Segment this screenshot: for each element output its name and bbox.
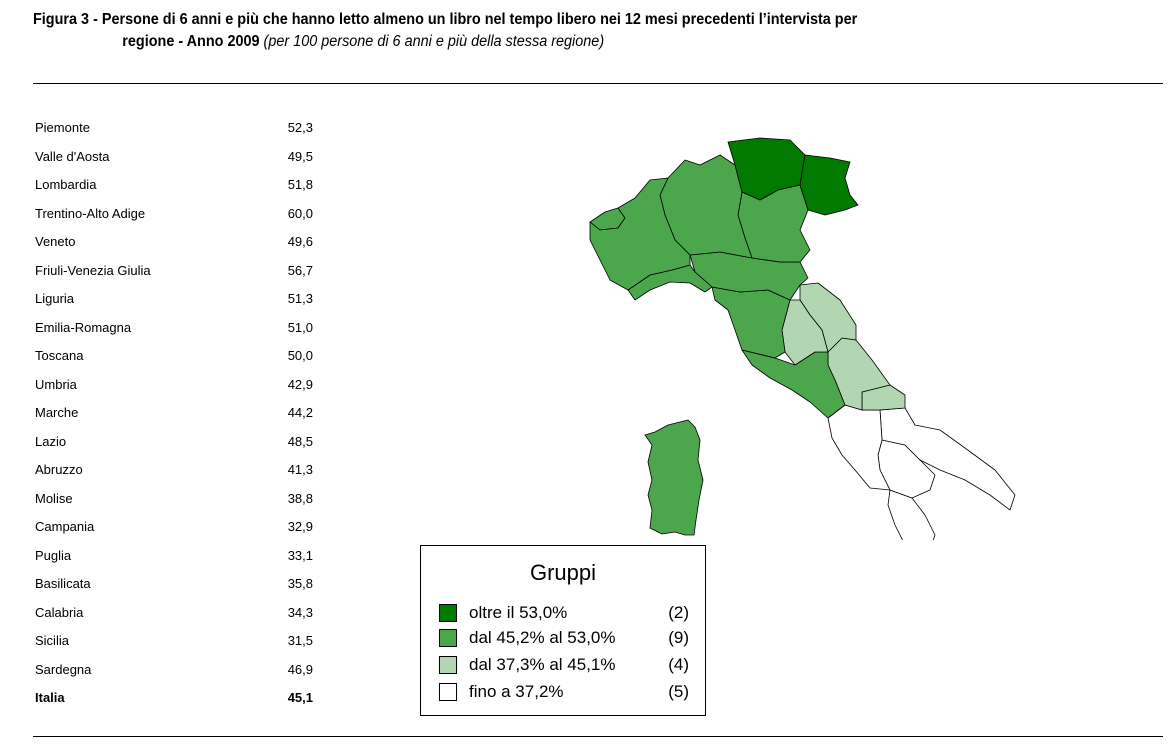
- region-value: 51,0: [287, 319, 313, 335]
- legend-label: dal 37,3% al 45,1%: [469, 655, 616, 674]
- region-row: Umbria 42,9: [35, 371, 325, 400]
- region-value: 33,1: [287, 547, 313, 563]
- region-row: Friuli-Venezia Giulia 56,7: [35, 257, 325, 286]
- legend-swatch: [439, 683, 457, 701]
- region-row: Trentino-Alto Adige 60,0: [35, 200, 325, 229]
- region-value: 52,3: [287, 120, 313, 135]
- region-row: Valle d'Aosta 49,5: [35, 143, 325, 172]
- region-row: Marche 44,2: [35, 399, 325, 428]
- region-piemonte: [589, 177, 691, 291]
- region-row: Lombardia 51,8: [35, 171, 325, 200]
- title-line-1: Figura 3 - Persone di 6 anni e più che h…: [33, 11, 858, 28]
- region-row: Calabria 34,3: [35, 599, 325, 628]
- region-value: 34,3: [287, 604, 313, 620]
- region-name: Veneto: [35, 234, 76, 249]
- region-value: 32,9: [287, 519, 313, 534]
- region-name: Umbria: [35, 376, 77, 392]
- map-legend: Gruppi oltre il 53,0% (2) dal 45,2% al 5…: [420, 545, 706, 716]
- region-value: 49,5: [287, 148, 313, 164]
- region-name: Sicilia: [35, 633, 69, 648]
- region-value: 56,7: [287, 262, 313, 278]
- region-row: Veneto 49,6: [35, 228, 325, 257]
- legend-title: Gruppi: [529, 560, 597, 585]
- legend-item: oltre il 53,0% (2): [439, 603, 689, 625]
- region-name: Sardegna: [35, 661, 92, 677]
- title-line-2-wrap: regione - Anno 2009 (per 100 persone di …: [33, 31, 1065, 53]
- region-value: 60,0: [287, 205, 313, 221]
- region-row: Lazio 48,5: [35, 428, 325, 457]
- title-line-2: regione - Anno 2009: [122, 33, 260, 50]
- legend-count: (2): [668, 603, 689, 622]
- region-name: Piemonte: [35, 120, 90, 135]
- legend-label: fino a 37,2%: [469, 682, 564, 701]
- region-value: 41,3: [287, 462, 313, 477]
- region-name: Valle d'Aosta: [35, 148, 110, 164]
- region-value: 51,8: [287, 177, 313, 192]
- legend-label: oltre il 53,0%: [469, 603, 568, 622]
- region-friuli-venezia-giulia: [799, 154, 859, 216]
- legend-swatch: [439, 656, 457, 674]
- figure-title: Figura 3 - Persone di 6 anni e più che h…: [33, 9, 1065, 53]
- region-row: Toscana 50,0: [35, 342, 325, 371]
- total-row: Italia 45,1: [35, 684, 325, 713]
- legend-swatch: [439, 604, 457, 622]
- region-value: 48,5: [287, 433, 313, 449]
- region-name: Abruzzo: [35, 462, 83, 477]
- legend-item: dal 37,3% al 45,1% (4): [439, 655, 689, 677]
- legend-item: fino a 37,2% (5): [439, 682, 689, 704]
- region-row: Molise 38,8: [35, 485, 325, 514]
- region-value: 31,5: [287, 633, 313, 648]
- legend-count: (4): [668, 655, 689, 674]
- top-rule: [33, 83, 1163, 84]
- italy-map: [589, 137, 1016, 540]
- region-sardegna: [644, 419, 704, 536]
- region-value: 35,8: [287, 576, 313, 591]
- region-row: Basilicata 35,8: [35, 570, 325, 599]
- figure-subtitle: (per 100 persone di 6 anni e più della s…: [263, 33, 605, 50]
- region-value: 51,3: [287, 291, 313, 306]
- bottom-rule: [33, 736, 1163, 737]
- region-row: Liguria 51,3: [35, 285, 325, 314]
- region-row: Puglia 33,1: [35, 542, 325, 571]
- legend-count: (5): [668, 682, 689, 701]
- region-name: Campania: [35, 519, 95, 534]
- region-value: 42,9: [287, 376, 313, 392]
- region-value: 46,9: [287, 661, 313, 677]
- region-row: Piemonte 52,3: [35, 114, 325, 143]
- region-row: Sardegna 46,9: [35, 656, 325, 685]
- region-name: Lazio: [35, 433, 67, 449]
- region-calabria: [887, 489, 936, 540]
- region-value: 50,0: [287, 348, 313, 363]
- region-name: Liguria: [35, 291, 75, 306]
- region-name: Lombardia: [35, 177, 97, 192]
- region-name: Calabria: [35, 604, 84, 620]
- region-name: Toscana: [35, 348, 84, 363]
- region-name: Basilicata: [35, 576, 91, 591]
- region-name: Trentino-Alto Adige: [35, 205, 146, 221]
- region-row: Campania 32,9: [35, 513, 325, 542]
- legend-label: dal 45,2% al 53,0%: [469, 628, 616, 647]
- region-value: 44,2: [287, 405, 313, 420]
- region-value: 38,8: [287, 490, 313, 506]
- region-value: 49,6: [287, 234, 313, 249]
- region-name: Marche: [35, 405, 79, 420]
- legend-item: dal 45,2% al 53,0% (9): [439, 628, 689, 650]
- region-puglia: [879, 407, 1016, 511]
- region-name: Friuli-Venezia Giulia: [35, 262, 151, 278]
- region-row: Sicilia 31,5: [35, 627, 325, 656]
- legend-swatch: [439, 629, 457, 647]
- region-name: Puglia: [35, 547, 72, 563]
- region-trentino-alto-adige: [727, 137, 806, 201]
- total-value: 45,1: [287, 690, 313, 705]
- region-name: Emilia-Romagna: [35, 319, 132, 335]
- total-name: Italia: [35, 690, 65, 705]
- legend-count: (9): [668, 628, 689, 647]
- region-row: Emilia-Romagna 51,0: [35, 314, 325, 343]
- region-table: Piemonte 52,3 Valle d'Aosta 49,5 Lombardia…: [35, 114, 325, 713]
- region-toscana: [711, 286, 791, 359]
- region-row: Abruzzo 41,3: [35, 456, 325, 485]
- region-name: Molise: [35, 490, 73, 506]
